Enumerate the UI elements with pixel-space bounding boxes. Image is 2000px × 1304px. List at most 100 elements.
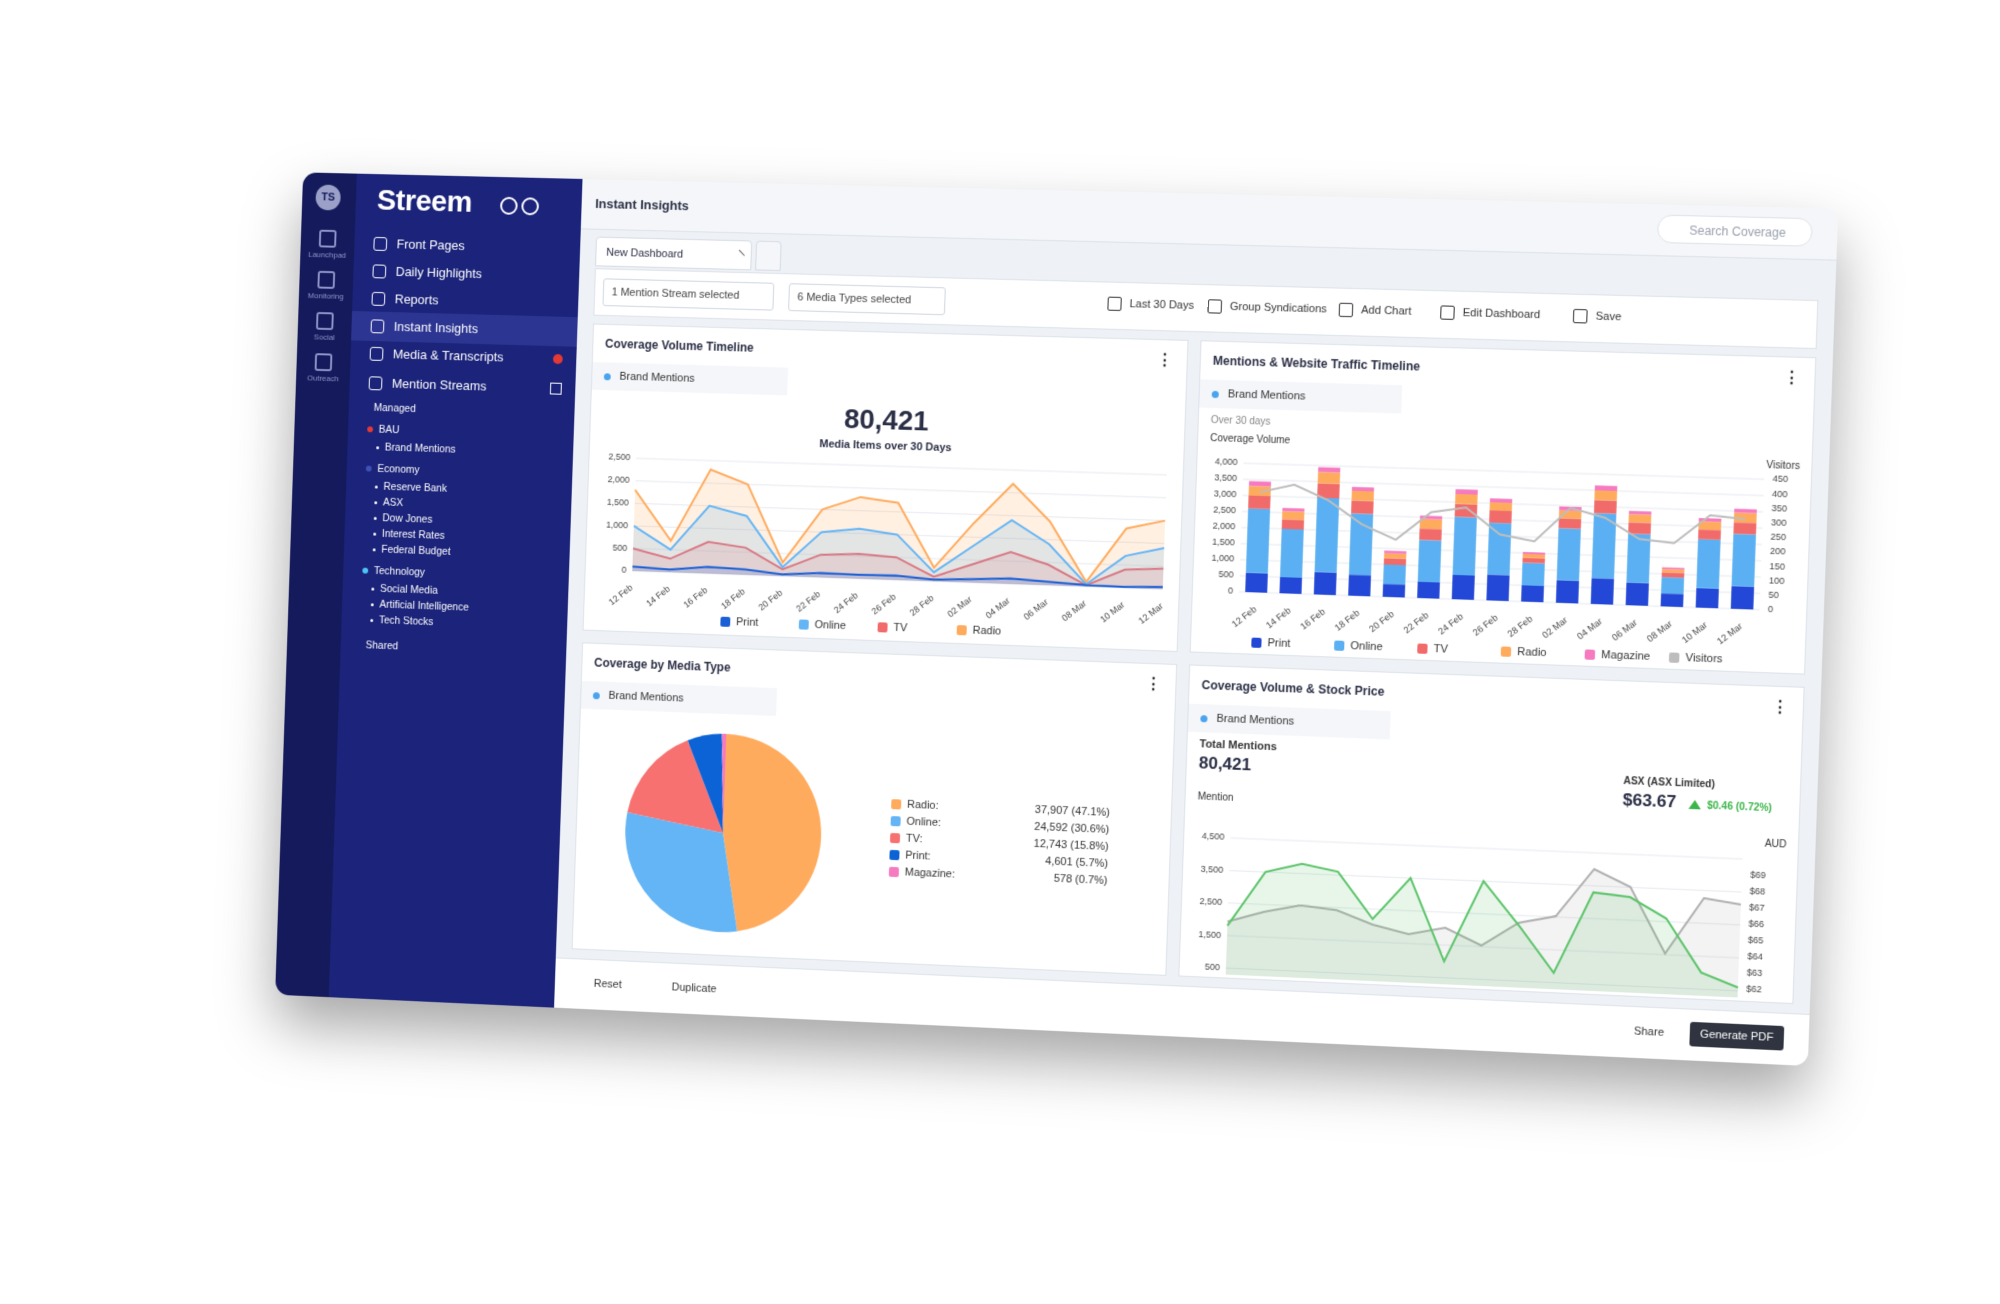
x-tick-label: 08 Mar: [1060, 598, 1088, 623]
grid-line: [1230, 838, 1742, 859]
card-title: Mentions & Website Traffic Timeline: [1212, 353, 1421, 374]
more-menu[interactable]: ⋮: [1783, 369, 1801, 388]
tree-heading: Managed: [373, 401, 417, 416]
bar-segment: [1313, 571, 1337, 596]
toolbar-action[interactable]: Edit Dashboard: [1440, 306, 1541, 321]
bar-segment: [1419, 528, 1442, 541]
pdf-button[interactable]: Generate PDF: [1689, 1021, 1785, 1051]
y-tick-label: 2,500: [608, 452, 630, 463]
dropdown[interactable]: 1 Mention Stream selected: [602, 278, 775, 311]
y2-tick-label: 350: [1771, 503, 1787, 514]
tree-dot: [367, 426, 374, 433]
y2-tick-label: 450: [1772, 474, 1788, 485]
y-axis-label: Mention: [1197, 791, 1233, 804]
x-tick-label: 10 Mar: [1680, 620, 1709, 646]
legend-swatch: [889, 849, 900, 861]
legend-label: Magazine: [1601, 649, 1650, 663]
y2-tick-label: $64: [1747, 951, 1763, 962]
add-icon: [549, 382, 562, 395]
more-menu[interactable]: ⋮: [1145, 675, 1162, 694]
bar-segment: [1730, 585, 1755, 610]
tree-group[interactable]: Economy: [365, 462, 420, 477]
x-tick-label: 12 Mar: [1715, 621, 1744, 647]
legend-label: Online: [814, 619, 846, 632]
nav-icon: [373, 236, 388, 252]
more-menu[interactable]: ⋮: [1156, 352, 1174, 370]
tree-label: ASX: [382, 496, 404, 510]
legend-label: TV: [1433, 643, 1449, 656]
bar-segment: [1245, 572, 1268, 593]
more-menu[interactable]: ⋮: [1771, 698, 1789, 717]
tree-bullet: [374, 500, 378, 504]
x-tick-label: 04 Mar: [1575, 616, 1604, 642]
x-tick-label: 26 Feb: [1471, 612, 1500, 638]
toolbar-action[interactable]: Add Chart: [1339, 304, 1412, 317]
x-tick-label: 18 Feb: [1333, 608, 1362, 633]
bar-segment: [1351, 500, 1374, 515]
nav-label: Daily Highlights: [395, 264, 483, 282]
value-label: 24,592 (30.6%): [1034, 821, 1109, 836]
share-button[interactable]: Share: [1633, 1025, 1665, 1039]
tab[interactable]: New Dashboard: [595, 236, 753, 271]
tree-item[interactable]: Artificial Intelligence: [370, 598, 469, 614]
x-tick-label: 06 Mar: [1022, 597, 1050, 622]
toolbar-action[interactable]: Save: [1573, 310, 1621, 324]
x-tick-label: 20 Feb: [757, 587, 785, 612]
tree-bullet: [373, 532, 377, 536]
add-tab[interactable]: [755, 240, 782, 272]
bar-segment: [1455, 494, 1478, 505]
x-tick-label: 12 Feb: [607, 582, 635, 607]
tree-item[interactable]: Federal Budget: [372, 543, 451, 558]
nav-item[interactable]: Mention Streams: [349, 368, 576, 404]
rail-item[interactable]: Launchpad: [300, 229, 355, 260]
dropdown[interactable]: 6 Media Types selected: [788, 283, 947, 316]
bar-segment: [1522, 553, 1546, 559]
legend-label: Print: [1267, 637, 1290, 650]
y-tick-label: 4,500: [1202, 831, 1225, 842]
y2-tick-label: $62: [1746, 984, 1762, 995]
tree-label: BAU: [378, 423, 400, 437]
footer-button[interactable]: Duplicate: [671, 981, 717, 996]
y2-tick-label: 300: [1771, 517, 1787, 528]
tree-label: Economy: [377, 462, 420, 477]
pie-slice: [626, 738, 727, 833]
footer-button[interactable]: Reset: [593, 977, 622, 991]
nav-icon: [370, 319, 385, 334]
tree-heading: Shared: [365, 639, 399, 653]
value-label: 12,743 (15.8%): [1033, 838, 1108, 853]
tree-item[interactable]: Social Media: [371, 583, 438, 597]
bar-segment: [1522, 557, 1545, 564]
x-tick-label: 20 Feb: [1367, 609, 1396, 634]
legend-swatch: [1251, 637, 1262, 648]
tree-bullet: [371, 587, 375, 591]
chart-card: Coverage Volume Timeline ⋮ Brand Mentions 8…: [582, 323, 1189, 652]
tree-item[interactable]: ASX: [374, 496, 403, 509]
x-tick-label: 16 Feb: [682, 585, 710, 610]
bar-segment: [1348, 513, 1374, 576]
nav-label: Front Pages: [396, 236, 466, 254]
filter-chip[interactable]: Brand Mentions: [1199, 379, 1403, 414]
search-box[interactable]: Search Coverage: [1656, 214, 1813, 247]
tree-group[interactable]: Technology: [362, 565, 425, 579]
tree-item[interactable]: Reserve Bank: [374, 480, 448, 495]
rail-item[interactable]: Social: [297, 311, 352, 342]
tree-label: Reserve Bank: [383, 480, 448, 495]
rail-item[interactable]: Monitoring: [299, 270, 354, 301]
bar-segment: [1594, 490, 1618, 501]
tree-item[interactable]: Brand Mentions: [376, 441, 456, 456]
toolbar-action[interactable]: Last 30 Days: [1107, 298, 1194, 312]
tree-item[interactable]: Tech Stocks: [370, 614, 434, 628]
y-tick-label: 2,500: [1199, 896, 1222, 907]
tree-item[interactable]: Dow Jones: [373, 512, 433, 526]
legend-swatch: [889, 832, 901, 844]
tree-item[interactable]: Interest Rates: [373, 528, 445, 542]
rail-item[interactable]: Outreach: [296, 353, 351, 384]
bar-segment: [1351, 490, 1374, 502]
filter-chip[interactable]: Brand Mentions: [591, 362, 789, 396]
toolbar-action[interactable]: Group Syndications: [1208, 300, 1327, 316]
tree-group[interactable]: BAU: [367, 423, 400, 436]
total-label: Total Mentions: [1199, 738, 1277, 753]
bar-segment: [1733, 522, 1757, 535]
tree-dot: [365, 465, 372, 472]
